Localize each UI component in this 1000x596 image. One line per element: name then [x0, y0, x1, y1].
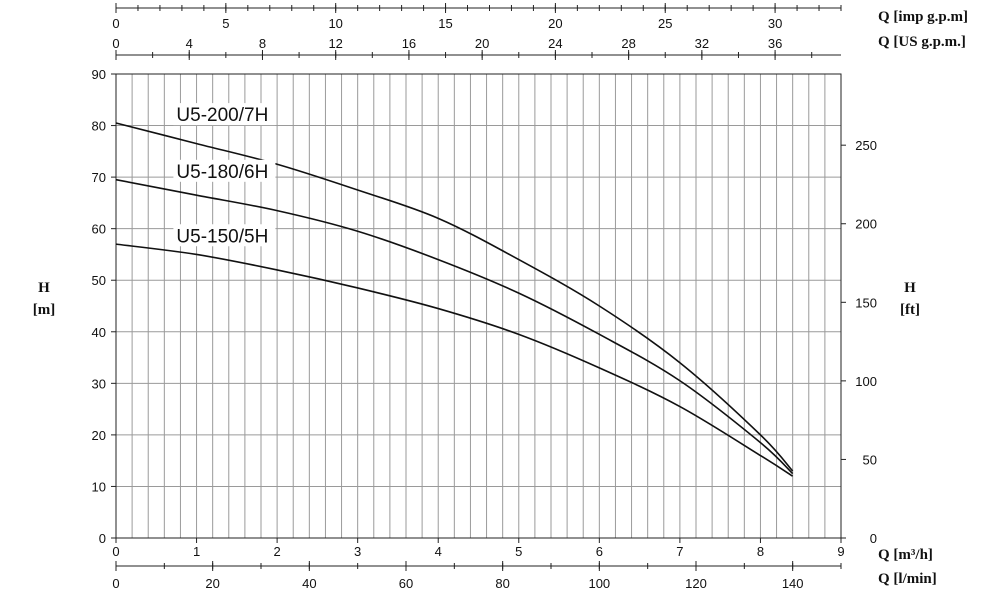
- usgpm-tick-label: 28: [621, 36, 635, 51]
- m3h-tick-label: 0: [112, 544, 119, 559]
- impgpm-tick-label: 15: [438, 16, 452, 31]
- lmin-tick-label: 120: [685, 576, 707, 591]
- usgpm-tick-label: 8: [259, 36, 266, 51]
- impgpm-tick-label: 5: [222, 16, 229, 31]
- curves: [115, 122, 794, 477]
- m-tick-label: 80: [92, 119, 106, 134]
- impgpm-tick-label: 25: [658, 16, 672, 31]
- m3h-tick-label: 3: [354, 544, 361, 559]
- lmin-tick-label: 140: [782, 576, 804, 591]
- lmin-tick-label: 20: [205, 576, 219, 591]
- series-curve-1: [115, 122, 794, 472]
- ft-tick-label: 250: [855, 138, 877, 153]
- series-label-3: U5-150/5H: [176, 226, 268, 247]
- ft-tick-label: 0: [870, 531, 877, 546]
- usgpm-tick-label: 36: [768, 36, 782, 51]
- impgpm-tick-label: 30: [768, 16, 782, 31]
- lmin-axis-label: Q [l/min]: [878, 571, 937, 587]
- m-tick-label: 20: [92, 428, 106, 443]
- impgpm-tick-label: 0: [112, 16, 119, 31]
- usgpm-tick-label: 24: [548, 36, 562, 51]
- curve-labels: U5-200/7H U5-180/6H U5-150/5H: [173, 103, 276, 247]
- right-y-axis-label-line1: H: [904, 280, 916, 296]
- series-label-background: [173, 103, 276, 126]
- m-tick-label: 30: [92, 376, 106, 391]
- m-tick-label: 10: [92, 479, 106, 494]
- lmin-tick-label: 100: [588, 576, 610, 591]
- usgpm-tick-label: 16: [402, 36, 416, 51]
- left-y-axis-label-line2: [m]: [33, 302, 56, 318]
- series-label-background: [173, 159, 276, 182]
- m3h-axis-label: Q [m³/h]: [878, 547, 933, 563]
- impgpm-axis-label: Q [imp g.p.m]: [878, 9, 968, 25]
- usgpm-tick-label: 20: [475, 36, 489, 51]
- m-tick-label: 90: [92, 67, 106, 82]
- grid: [116, 74, 841, 538]
- m-tick-label: 60: [92, 222, 106, 237]
- m3h-tick-label: 4: [435, 544, 442, 559]
- lmin-tick-label: 80: [495, 576, 509, 591]
- impgpm-tick-label: 10: [328, 16, 342, 31]
- m3h-tick-label: 9: [837, 544, 844, 559]
- plot-frame: [115, 73, 842, 539]
- m-tick-label: 40: [92, 325, 106, 340]
- impgpm-tick-label: 20: [548, 16, 562, 31]
- m3h-tick-label: 5: [515, 544, 522, 559]
- usgpm-tick-label: 32: [695, 36, 709, 51]
- m3h-tick-label: 7: [676, 544, 683, 559]
- usgpm-tick-label: 12: [328, 36, 342, 51]
- m-tick-label: 0: [99, 531, 106, 546]
- ft-tick-label: 100: [855, 374, 877, 389]
- m-tick-label: 50: [92, 273, 106, 288]
- series-label-1: U5-200/7H: [176, 105, 268, 126]
- lmin-tick-label: 40: [302, 576, 316, 591]
- left-y-axis-label-line1: H: [38, 280, 50, 296]
- right-y-axis-label-line2: [ft]: [900, 302, 920, 318]
- ft-tick-label: 150: [855, 295, 877, 310]
- series-curve-2: [115, 178, 794, 475]
- m3h-tick-label: 8: [757, 544, 764, 559]
- series-label-2: U5-180/6H: [176, 162, 268, 183]
- lmin-tick-label: 0: [112, 576, 119, 591]
- series-label-background: [173, 224, 276, 247]
- m3h-tick-label: 2: [273, 544, 280, 559]
- series-curve-3: [115, 243, 794, 477]
- lmin-tick-label: 60: [399, 576, 413, 591]
- usgpm-tick-label: 4: [186, 36, 193, 51]
- ft-tick-label: 200: [855, 217, 877, 232]
- m3h-tick-label: 6: [596, 544, 603, 559]
- m3h-tick-label: 1: [193, 544, 200, 559]
- usgpm-axis-label: Q [US g.p.m.]: [878, 34, 966, 50]
- m-tick-label: 70: [92, 170, 106, 185]
- ft-tick-label: 50: [863, 452, 877, 467]
- usgpm-tick-label: 0: [112, 36, 119, 51]
